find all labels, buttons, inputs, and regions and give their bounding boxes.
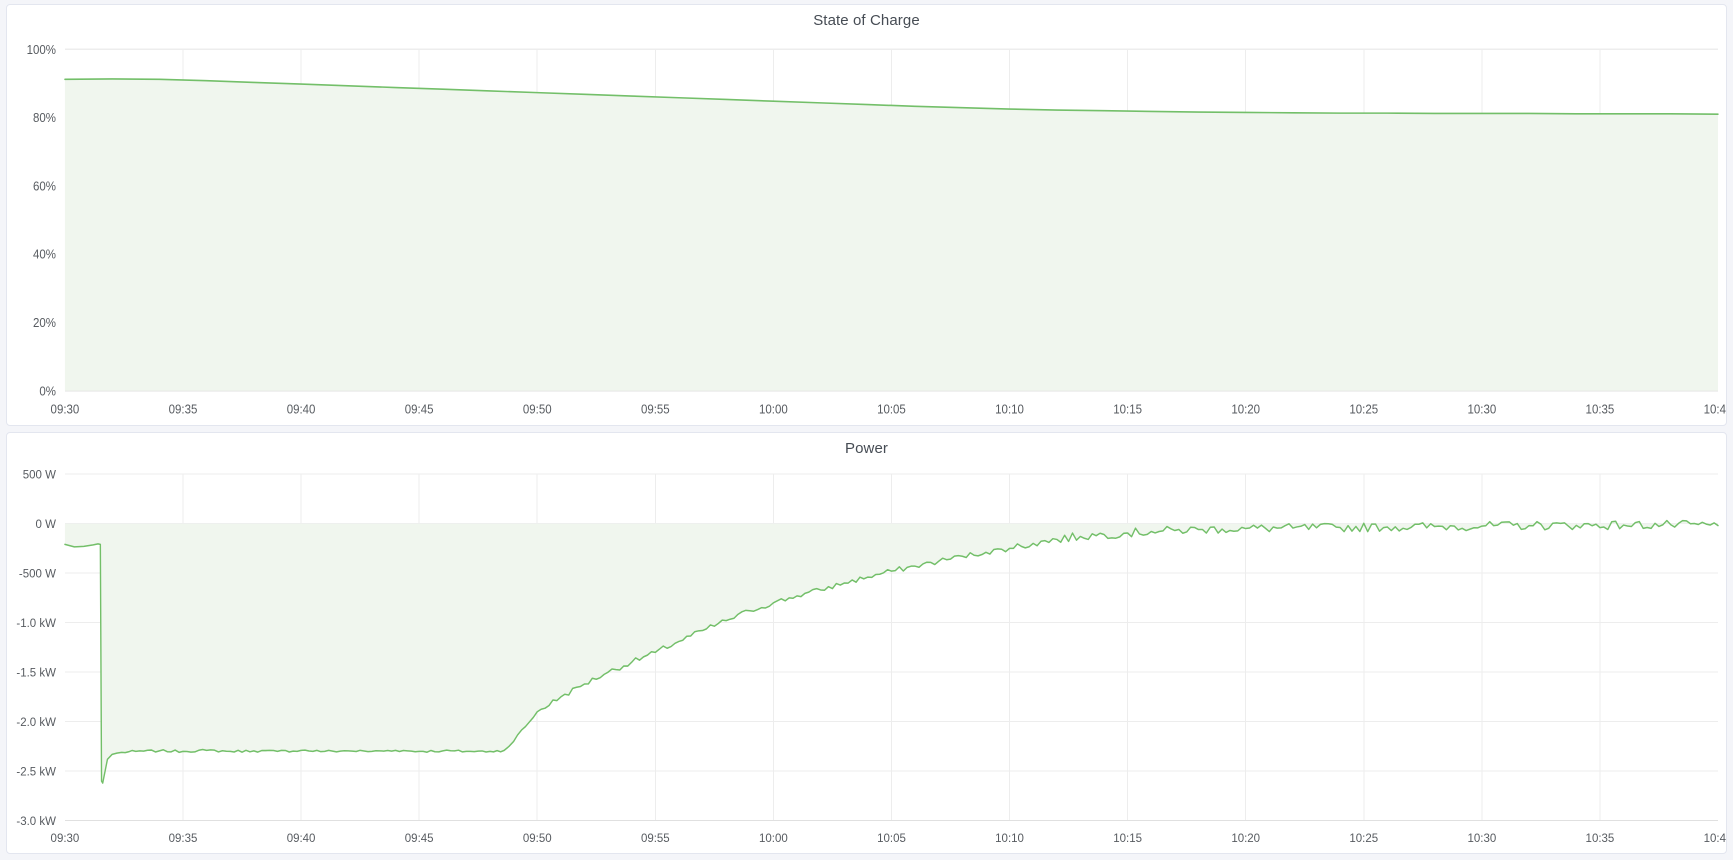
power-ytick-label: -3.0 kW bbox=[16, 814, 56, 829]
panel-power: Power -3.0 kW -2.5 kW -2.0 kW -1.5 kW -1.0 k… bbox=[6, 432, 1727, 854]
soc-xtick-label: 09:40 bbox=[287, 402, 316, 417]
soc-xtick-label: 09:35 bbox=[169, 402, 198, 417]
power-ytick-label: -500 W bbox=[19, 566, 57, 581]
soc-xtick-label: 09:45 bbox=[405, 402, 434, 417]
power-xtick-label: 10:05 bbox=[877, 831, 906, 846]
power-ytick-label: -2.0 kW bbox=[16, 715, 56, 730]
panel-title-state-of-charge: State of Charge bbox=[813, 12, 920, 29]
power-ytick-label: 500 W bbox=[23, 467, 57, 482]
soc-xtick-label: 10:00 bbox=[759, 402, 788, 417]
power-xtick-label: 09:45 bbox=[405, 831, 434, 846]
soc-series-area bbox=[64, 78, 1719, 391]
power-ytick-label: 0 W bbox=[36, 516, 57, 531]
power-xtick-label: 09:40 bbox=[287, 831, 316, 846]
power-xtick-label: 10:40 bbox=[1704, 831, 1726, 846]
power-xtick-label: 10:35 bbox=[1586, 831, 1615, 846]
chart-power[interactable]: -3.0 kW -2.5 kW -2.0 kW -1.5 kW -1.0 kW -500 … bbox=[7, 459, 1726, 853]
power-xtick-label: 10:00 bbox=[759, 831, 788, 846]
soc-xtick-label: 10:10 bbox=[995, 402, 1024, 417]
power-ytick-label: -1.0 kW bbox=[16, 616, 56, 631]
soc-ytick-label: 60% bbox=[33, 179, 56, 194]
power-series-line bbox=[64, 519, 1719, 784]
soc-ytick-label: 20% bbox=[33, 315, 56, 330]
power-series-area bbox=[64, 520, 1719, 784]
panel-state-of-charge: State of Charge 0% 20% 40% 60% 80% 100% 09:30 0… bbox=[6, 4, 1727, 426]
soc-ytick-label: 40% bbox=[33, 247, 56, 262]
power-xtick-label: 10:30 bbox=[1467, 831, 1496, 846]
power-xtick-label: 09:30 bbox=[51, 831, 80, 846]
soc-ytick-label: 100% bbox=[27, 42, 56, 57]
power-xtick-label: 09:50 bbox=[523, 831, 552, 846]
power-xtick-label: 10:20 bbox=[1231, 831, 1260, 846]
soc-ytick-label: 80% bbox=[33, 110, 56, 125]
soc-xtick-label: 10:35 bbox=[1586, 402, 1615, 417]
power-ytick-label: -1.5 kW bbox=[16, 665, 56, 680]
power-ytick-label: -2.5 kW bbox=[16, 764, 56, 779]
soc-xtick-label: 10:20 bbox=[1231, 402, 1260, 417]
chart-state-of-charge[interactable]: 0% 20% 40% 60% 80% 100% 09:30 09:35 09:40 09:45 09… bbox=[7, 31, 1726, 425]
power-xtick-label: 10:10 bbox=[995, 831, 1024, 846]
panel-title-power: Power bbox=[844, 440, 889, 457]
power-xtick-label: 10:15 bbox=[1113, 831, 1142, 846]
power-xtick-label: 09:55 bbox=[641, 831, 670, 846]
soc-xtick-label: 09:50 bbox=[523, 402, 552, 417]
soc-xtick-label: 09:55 bbox=[641, 402, 670, 417]
soc-xtick-label: 10:05 bbox=[877, 402, 906, 417]
soc-ytick-label: 0% bbox=[39, 384, 56, 399]
soc-xtick-label: 09:30 bbox=[51, 402, 80, 417]
soc-xtick-label: 10:30 bbox=[1467, 402, 1496, 417]
power-xtick-label: 10:25 bbox=[1349, 831, 1378, 846]
power-xtick-label: 09:35 bbox=[169, 831, 198, 846]
soc-xtick-label: 10:15 bbox=[1113, 402, 1142, 417]
soc-xtick-label: 10:40 bbox=[1704, 402, 1726, 417]
soc-xtick-label: 10:25 bbox=[1349, 402, 1378, 417]
soc-series-line bbox=[64, 78, 1719, 115]
